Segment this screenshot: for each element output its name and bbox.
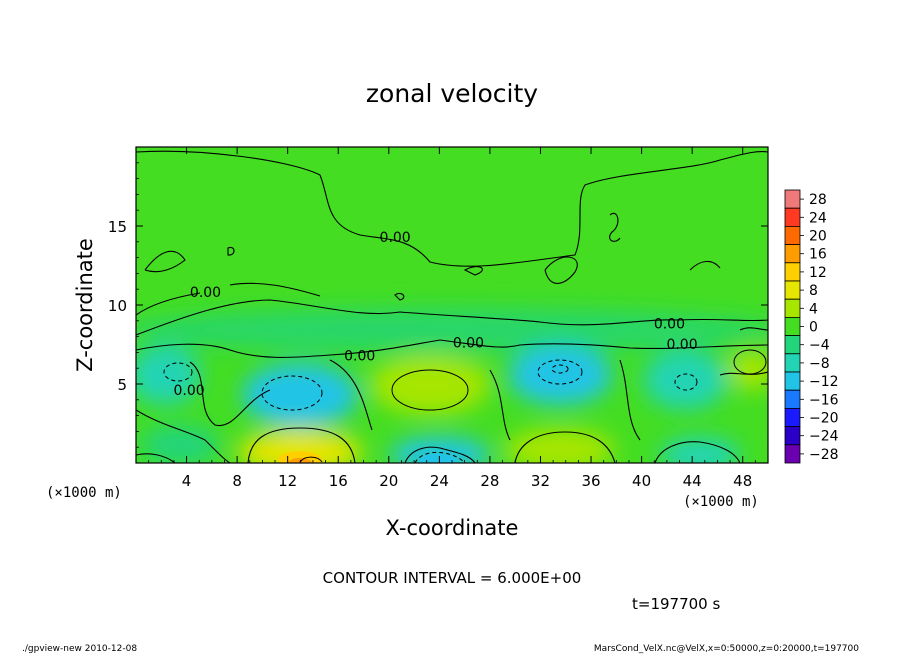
y-tick-label: 5 <box>117 376 127 394</box>
contour-interval-text: CONTOUR INTERVAL = 6.000E+00 <box>323 569 582 587</box>
colorbar-label: 8 <box>809 283 818 299</box>
contour-label: 0.00 <box>380 230 411 246</box>
x-tick-label: 32 <box>531 472 550 490</box>
colorbar-label: 20 <box>809 229 827 245</box>
colorbar-swatch <box>784 316 801 336</box>
time-text: t=197700 s <box>632 595 720 613</box>
colorbar-swatch <box>784 280 801 300</box>
negative-contours <box>163 359 698 463</box>
contour-label: 0.00 <box>190 285 221 301</box>
contour-label: 0.00 <box>174 383 205 399</box>
y-tick-label: 10 <box>108 297 127 315</box>
x-unit-right: (×1000 m) <box>683 494 759 510</box>
y-axis-ticks: 5 10 15 <box>108 162 768 448</box>
contour-label: 0.00 <box>654 317 685 333</box>
colorbar-swatch <box>784 244 801 264</box>
colorbar-label: −8 <box>809 356 830 372</box>
colorbar-label: −4 <box>809 338 830 354</box>
colorbar-label: 28 <box>809 192 827 208</box>
colorbar-label: −12 <box>809 374 839 390</box>
colorbar-swatch <box>784 444 801 464</box>
colorbar-swatch <box>784 225 801 245</box>
colorbar-swatch <box>784 262 801 282</box>
x-axis-label: X-coordinate <box>386 516 519 540</box>
colorbar: 28 24 20 16 12 8 4 0 −4 −8 −12 −16 −20 −24 −28 <box>784 189 839 464</box>
contour-label: 0.00 <box>666 337 697 353</box>
contour-labels: 0.00 0.00 0.00 0.00 0.00 0.00 0.00 <box>174 230 698 399</box>
colorbar-swatch <box>784 407 801 427</box>
velocity-peaks <box>272 360 576 463</box>
colorbar-swatch <box>784 371 801 391</box>
colorbar-swatch <box>784 426 801 446</box>
footer-right: MarsCond_VelX.nc@VelX,x=0:50000,z=0:2000… <box>594 644 859 654</box>
colorbar-label: −16 <box>809 392 839 408</box>
contour-label: 0.00 <box>453 336 484 352</box>
contour-label: 0.00 <box>344 348 375 364</box>
contour-lines <box>136 150 768 463</box>
x-tick-label: 36 <box>581 472 600 490</box>
colorbar-label: 4 <box>809 301 818 317</box>
x-tick-label: 24 <box>430 472 449 490</box>
x-tick-label: 8 <box>232 472 242 490</box>
x-tick-label: 44 <box>683 472 702 490</box>
colorbar-swatch <box>784 335 801 355</box>
colorbar-label: 24 <box>809 210 827 226</box>
x-axis-ticks: 4 8 12 16 20 24 28 32 36 40 44 48 <box>148 147 756 490</box>
x-tick-label: 40 <box>632 472 651 490</box>
colorbar-swatch <box>784 207 801 227</box>
colorbar-label: −28 <box>809 447 839 463</box>
y-axis-label: Z-coordinate <box>73 238 97 372</box>
x-tick-label: 4 <box>182 472 192 490</box>
colorbar-label: 16 <box>809 247 827 263</box>
colorbar-swatch <box>784 353 801 373</box>
plot-area: 0.00 0.00 0.00 0.00 0.00 0.00 0.00 <box>136 147 768 463</box>
x-unit-left: (×1000 m) <box>46 485 122 501</box>
x-tick-label: 48 <box>733 472 752 490</box>
colorbar-swatch <box>784 298 801 318</box>
x-tick-label: 20 <box>379 472 398 490</box>
positive-contours <box>391 349 767 411</box>
colorbar-swatch <box>784 189 801 209</box>
x-tick-label: 12 <box>278 472 297 490</box>
x-tick-label: 16 <box>329 472 348 490</box>
velocity-field <box>136 308 768 463</box>
x-tick-label: 28 <box>480 472 499 490</box>
y-tick-label: 15 <box>108 218 127 236</box>
colorbar-label: −20 <box>809 411 839 427</box>
chart-title: zonal velocity <box>366 79 538 108</box>
colorbar-label: −24 <box>809 429 839 445</box>
footer-left: ./gpview-new 2010-12-08 <box>22 644 137 654</box>
colorbar-swatch <box>784 389 801 409</box>
colorbar-label: 12 <box>809 265 827 281</box>
colorbar-label: 0 <box>809 320 818 336</box>
